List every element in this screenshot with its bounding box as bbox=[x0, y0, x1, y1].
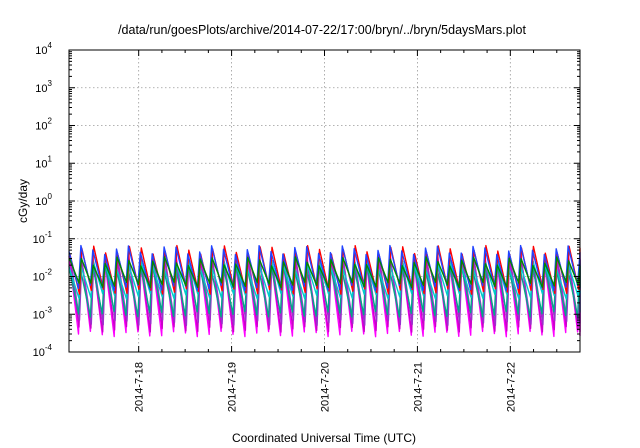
x-tick-label: 2014-7-21 bbox=[412, 362, 424, 412]
y-tick-label: 102 bbox=[35, 117, 52, 133]
x-axis-label: Coordinated Universal Time (UTC) bbox=[232, 431, 416, 445]
x-tick-label: 2014-7-22 bbox=[505, 362, 517, 412]
x-tick-label: 2014-7-19 bbox=[227, 362, 239, 412]
data-series bbox=[68, 244, 581, 338]
x-axis: 2014-7-18 2014-7-19 2014-7-20 2014-7-21 2014… bbox=[134, 50, 558, 412]
x-tick-label: 2014-7-18 bbox=[134, 362, 146, 412]
y-tick-label: 10-1 bbox=[33, 230, 53, 246]
y-tick-label: 10-4 bbox=[33, 343, 53, 359]
y-tick-label: 101 bbox=[35, 154, 52, 170]
series-line bbox=[69, 244, 581, 295]
chart-title: /data/run/goesPlots/archive/2014-07-22/1… bbox=[118, 23, 526, 37]
y-axis-label: cGy/day bbox=[16, 179, 30, 223]
series-line bbox=[68, 256, 581, 289]
y-tick-label: 100 bbox=[35, 192, 52, 208]
y-tick-label: 103 bbox=[35, 79, 52, 95]
y-tick-label: 10-2 bbox=[33, 268, 53, 284]
y-tick-label: 104 bbox=[35, 41, 52, 57]
y-axis: 10-4 10-3 10-2 10-1 100 101 102 103 104 bbox=[33, 41, 580, 359]
x-tick-label: 2014-7-20 bbox=[320, 362, 332, 412]
y-tick-label: 10-3 bbox=[33, 305, 53, 321]
